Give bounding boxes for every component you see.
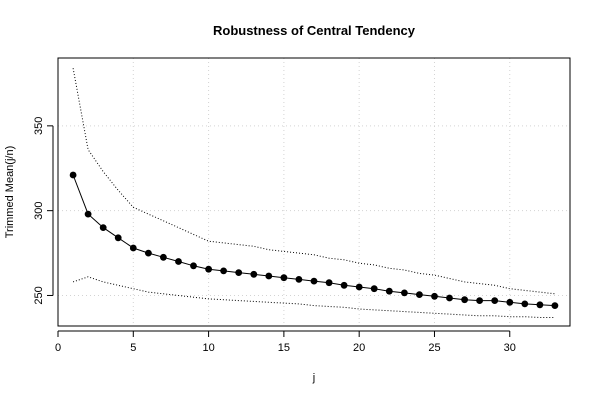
data-point	[99, 224, 107, 232]
data-point	[69, 171, 77, 179]
data-point	[355, 283, 363, 291]
data-point	[385, 287, 393, 295]
data-point	[265, 272, 273, 280]
x-tick-label: 5	[130, 342, 136, 354]
data-point	[325, 279, 333, 287]
y-axis-label: Trimmed Mean(j/n)	[4, 146, 16, 239]
y-tick-label: 250	[33, 286, 45, 304]
data-point	[175, 258, 182, 265]
gridlines	[57, 58, 570, 326]
data-point	[416, 291, 423, 298]
data-point	[129, 244, 137, 252]
x-axis: 0 5 10 15 20 25 30	[55, 330, 516, 354]
data-point	[220, 267, 228, 275]
x-tick-label: 20	[353, 342, 365, 354]
data-point	[114, 234, 122, 242]
series-line-0	[72, 174, 555, 307]
data-point	[295, 276, 303, 283]
y-tick-label: 300	[33, 201, 45, 219]
x-tick-label: 25	[428, 342, 440, 354]
data-point	[431, 292, 438, 300]
data-point	[491, 297, 499, 304]
data-point	[235, 269, 243, 276]
x-tick-label: 0	[55, 342, 61, 354]
y-tick-label: 350	[33, 117, 45, 135]
x-tick-label: 10	[202, 342, 214, 354]
data-point	[310, 277, 318, 285]
data-point	[476, 297, 483, 304]
data-point	[446, 294, 453, 302]
data-point	[160, 253, 167, 261]
data-point	[521, 300, 529, 308]
data-point	[190, 262, 197, 270]
plot-frame	[57, 57, 571, 327]
series-line-2	[72, 276, 555, 318]
x-tick-label: 15	[278, 342, 290, 354]
data-point	[506, 298, 514, 306]
data-point	[401, 289, 408, 297]
data-point	[84, 210, 92, 218]
data-point	[250, 270, 258, 278]
x-axis-label: j	[312, 372, 315, 384]
data-point	[461, 296, 468, 304]
series-layer	[69, 68, 559, 318]
chart-title: Robustness of Central Tendency	[213, 23, 416, 38]
x-tick-label: 30	[504, 342, 516, 354]
data-point	[145, 249, 152, 257]
data-point	[370, 285, 378, 293]
data-point	[280, 274, 288, 282]
data-point	[536, 301, 544, 309]
series-line-1	[72, 68, 555, 295]
y-axis: 250 300 350	[33, 117, 54, 305]
data-point	[551, 302, 559, 309]
data-point	[340, 281, 348, 289]
data-point	[205, 265, 213, 273]
